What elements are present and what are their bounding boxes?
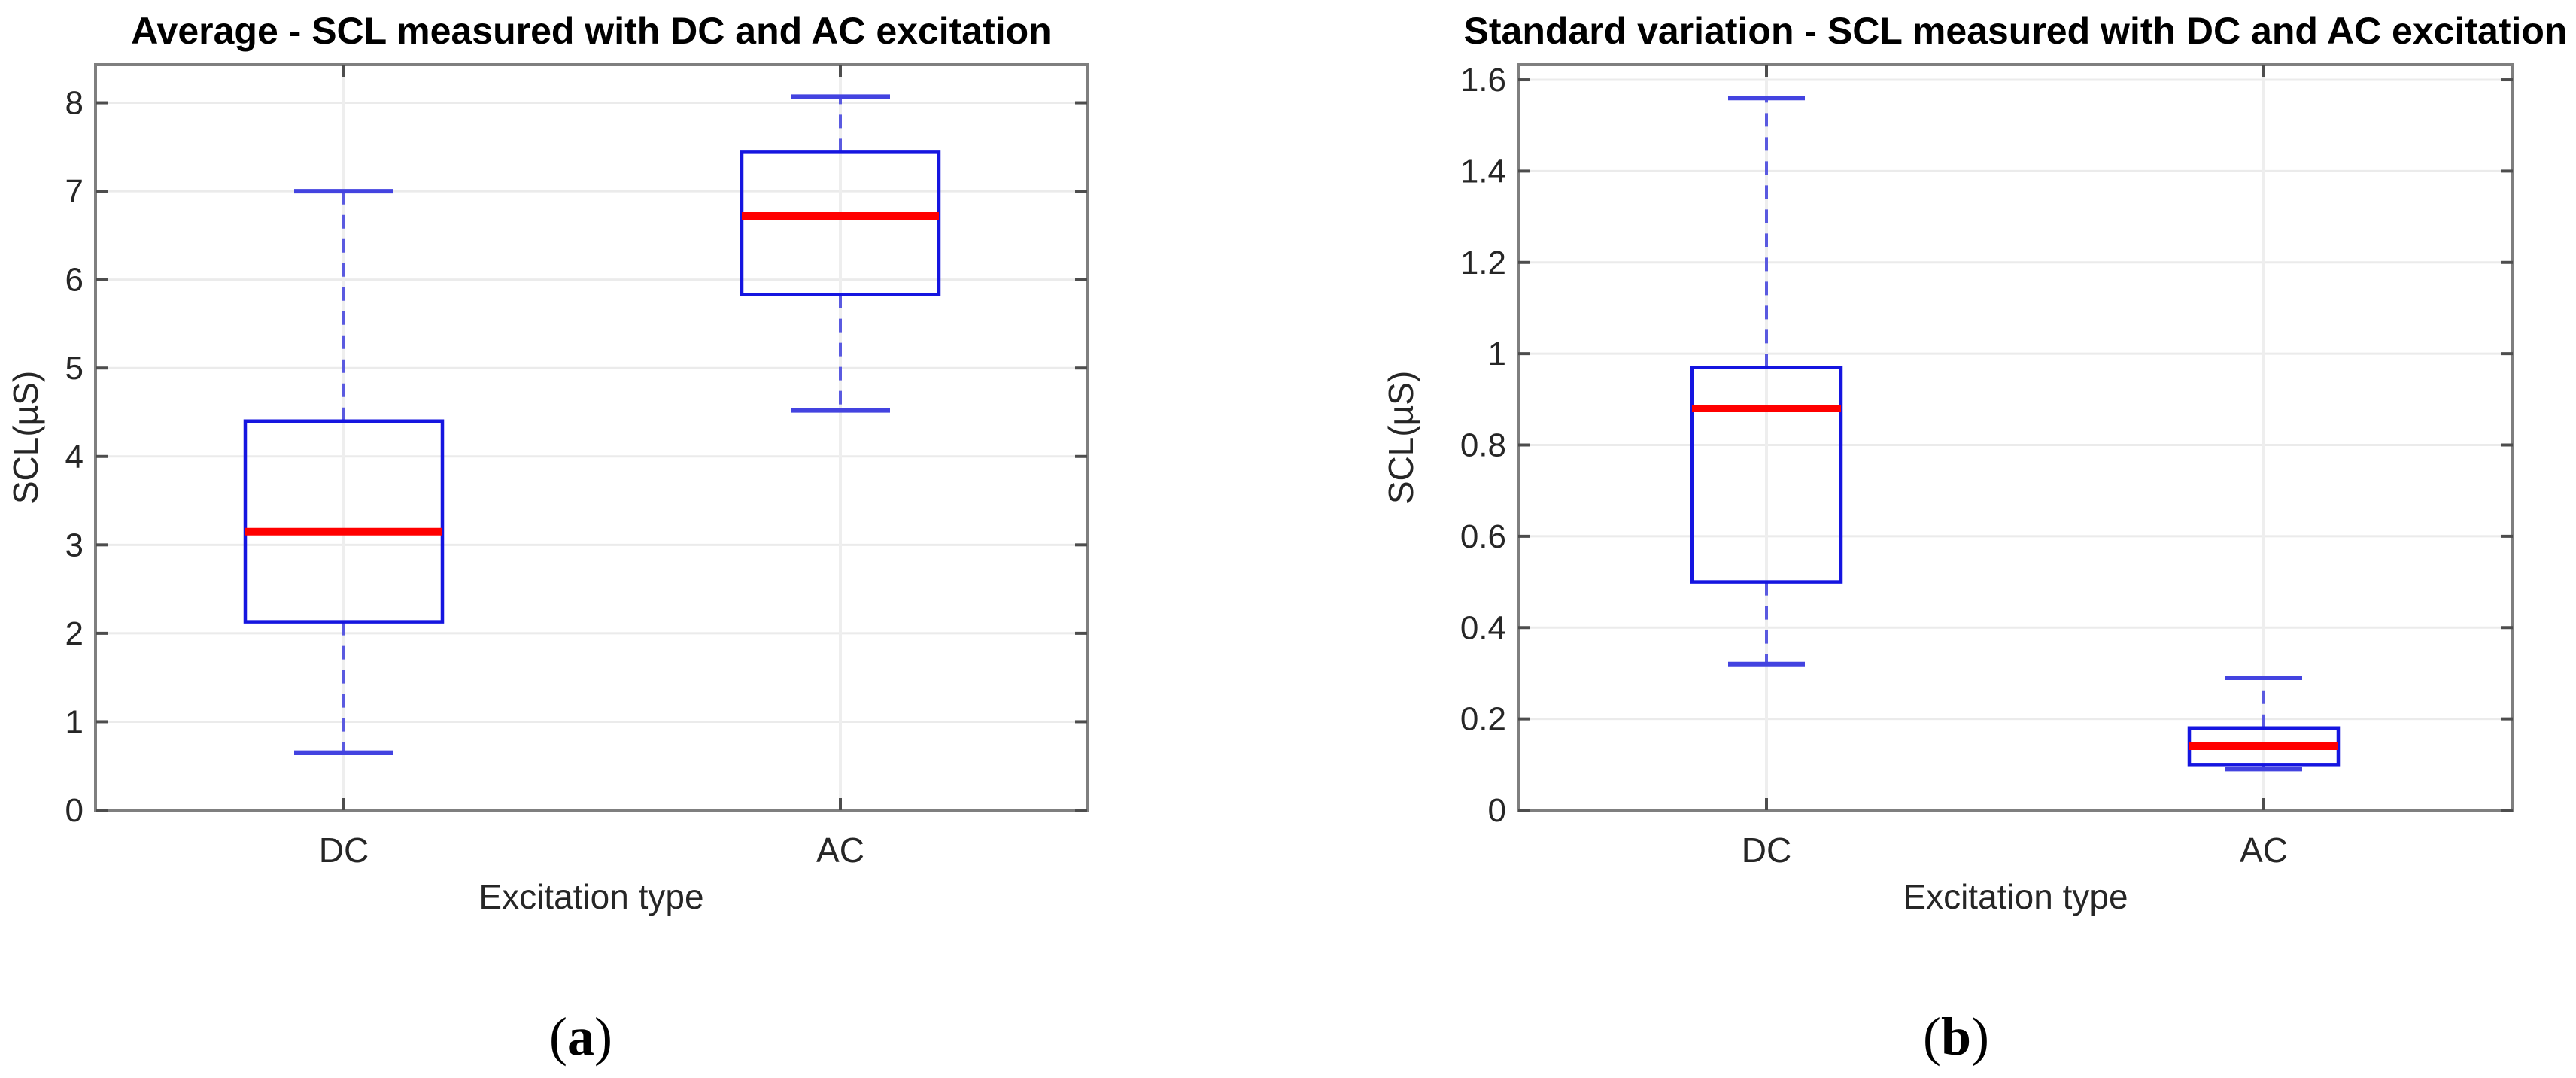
box-dc [243,189,445,755]
panel-caption-b: (b) [1923,1007,1989,1067]
y-axis-label: SCL(µS) [6,371,45,504]
panel-caption-a: (a) [549,1007,612,1067]
plot-border [94,63,1089,812]
y-axis-label: SCL(µS) [1381,371,1420,504]
x-tick-label-ac: AC [816,831,864,870]
x-tick-label-dc: DC [1742,831,1791,870]
boxplot-chart-a: 0 1 2 3 4 5 6 7 8 DC AC Average - SCL measured with… [6,10,1089,1067]
y-tick-label: 1 [65,703,84,740]
y-tick-label: 5 [65,350,84,387]
y-tick-label: 0.2 [1460,701,1506,738]
y-tick-label: 1.6 [1460,62,1506,99]
y-tick-label: 1.2 [1460,244,1506,281]
y-tick-label: 6 [65,262,84,299]
y-tick-label: 3 [65,527,84,563]
y-tick-label: 0 [1488,792,1506,829]
y-tick-label: 0.8 [1460,427,1506,464]
boxplot-chart-b: 0 0.2 0.4 0.6 0.8 1 1.2 1.4 1.6 DC AC Standard vari… [1381,10,2567,1067]
x-axis-label: Excitation type [478,877,703,916]
iqr-box [243,419,445,624]
y-tick-label: 0.6 [1460,518,1506,555]
y-tick-label: 1 [1488,336,1506,372]
iqr-box [1690,366,1843,584]
y-tick-label: 8 [65,85,84,122]
box-ac [2187,676,2341,772]
chart-title: Standard variation - SCL measured with D… [1464,10,2568,52]
y-tick-label: 7 [65,173,84,210]
plot-border [1517,63,2514,812]
box-dc [1690,96,1843,667]
y-tick-label: 4 [65,439,84,475]
iqr-box [740,150,941,296]
x-axis-label: Excitation type [1903,877,2128,916]
y-tick-label: 2 [65,615,84,652]
box-ac [740,94,941,413]
x-tick-label-ac: AC [2240,831,2288,870]
chart-title: Average - SCL measured with DC and AC ex… [131,10,1051,52]
y-tick-label: 0 [65,792,84,829]
y-tick-label: 1.4 [1460,153,1506,190]
y-tick-label: 0.4 [1460,609,1506,646]
x-tick-label-dc: DC [319,831,369,870]
